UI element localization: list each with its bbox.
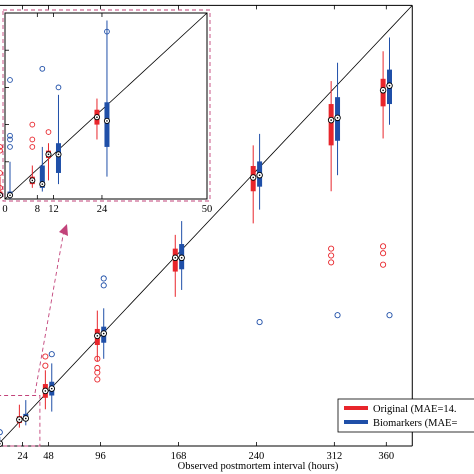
biomarkers-median-dot [50, 387, 53, 390]
original-outlier [328, 259, 335, 266]
inset-original-median-dot [0, 194, 1, 197]
biomarkers-outlier [334, 312, 341, 319]
x-axis-label: Observed postmortem interval (hours) [178, 461, 339, 472]
inset-biomarkers-outlier [7, 132, 13, 139]
x-tick-label: 360 [378, 451, 394, 462]
original-outlier [94, 355, 101, 362]
inset-original-median-dot [96, 116, 98, 118]
inset-original-outlier [29, 121, 36, 128]
original-median-dot [382, 89, 384, 92]
reference-line [0, 5, 413, 443]
legend-label-original: Original (MAE=14. [373, 404, 457, 415]
inset-original-outlier [29, 144, 36, 150]
inset-original-median-dot [31, 179, 34, 182]
biomarkers-median-dot [102, 332, 105, 335]
inset-original-outlier [0, 147, 3, 154]
legend: Original (MAE=14. Biomarkers (MAE= [337, 398, 474, 433]
inset-x-tick-label: 24 [97, 204, 108, 215]
original-median-dot [174, 257, 177, 259]
inset-biomarkers-box [104, 102, 110, 147]
biomarkers-median-dot [0, 442, 1, 445]
biomarkers-outlier [100, 282, 107, 289]
original-outlier [42, 362, 49, 369]
inset-biomarkers-median-dot [9, 194, 11, 197]
inset-plot: 0 8 12 24 50 [0, 9, 213, 215]
inset-biomarkers-median-dot [106, 120, 108, 122]
x-tick-label: 312 [326, 451, 342, 462]
original-outlier [380, 243, 387, 250]
inset-original-median-marker [0, 192, 4, 199]
legend-label-biomarkers: Biomarkers (MAE= [373, 418, 457, 429]
inset-original-outlier [0, 170, 3, 176]
inset-x-tick-label: 0 [2, 204, 7, 215]
inset-biomarkers-outlier [39, 65, 46, 72]
zoom-region [0, 395, 41, 447]
inset-x-tick-label: 50 [202, 204, 213, 215]
original-outlier [94, 369, 101, 376]
biomarkers-median-dot [388, 84, 391, 87]
zoom-arrow-head [59, 224, 68, 236]
inset-original-outlier [45, 129, 52, 135]
original-median-dot [330, 119, 332, 121]
inset-biomarkers-outlier [7, 136, 13, 143]
inset-biomarkers-outlier [7, 144, 13, 150]
biomarkers-outlier [0, 429, 3, 436]
biomarkers-median-dot [24, 417, 27, 420]
x-tick-label: 24 [17, 451, 28, 462]
inset-x-tick-label: 12 [48, 204, 59, 215]
original-outlier [42, 353, 49, 360]
inset-original-outlier [29, 136, 36, 143]
inset-biomarkers-median-dot [57, 153, 60, 156]
biomarkers-median-marker [0, 440, 4, 447]
biomarkers-median-dot [180, 257, 183, 259]
inset-frame [2, 9, 211, 202]
biomarkers-outlier [256, 319, 263, 326]
original-median-dot [18, 418, 21, 421]
inset-biomarkers-median-dot [41, 183, 44, 185]
biomarkers-median-dot [258, 174, 261, 176]
original-outlier [94, 376, 101, 383]
x-tick-label: 96 [95, 451, 106, 462]
x-tick-label: 48 [43, 451, 54, 462]
original-median-dot [252, 176, 254, 179]
inset-x-tick-label: 8 [35, 204, 40, 215]
biomarkers-median-dot [336, 117, 339, 119]
original-median-dot [44, 390, 47, 392]
biomarkers-outlier [386, 312, 393, 319]
original-outlier [328, 252, 335, 259]
original-median-dot [96, 335, 99, 337]
biomarkers-outlier [100, 275, 107, 282]
inset-biomarkers-outlier [7, 77, 13, 83]
x-tick-label: 168 [171, 451, 187, 462]
main-plot: 0 24 48 96 168 240 312 360 [0, 4, 413, 462]
original-outlier [328, 245, 335, 252]
original-outlier [380, 261, 387, 268]
inset-biomarkers-box [55, 143, 61, 173]
biomarkers-outlier [48, 351, 55, 358]
inset-original-median-dot [47, 153, 50, 156]
inset-original-outlier [0, 184, 3, 191]
original-outlier [94, 364, 101, 372]
inset-biomarkers-outlier [55, 84, 62, 91]
inset-original-outlier [0, 144, 3, 150]
zoom-arrow-line [34, 229, 65, 394]
legend-box [337, 398, 474, 433]
x-tick-label: 240 [249, 451, 265, 462]
inset-biomarkers-box [39, 165, 45, 188]
original-box [328, 104, 334, 146]
inset-biomarkers-outlier [104, 28, 110, 35]
original-outlier [380, 250, 387, 257]
